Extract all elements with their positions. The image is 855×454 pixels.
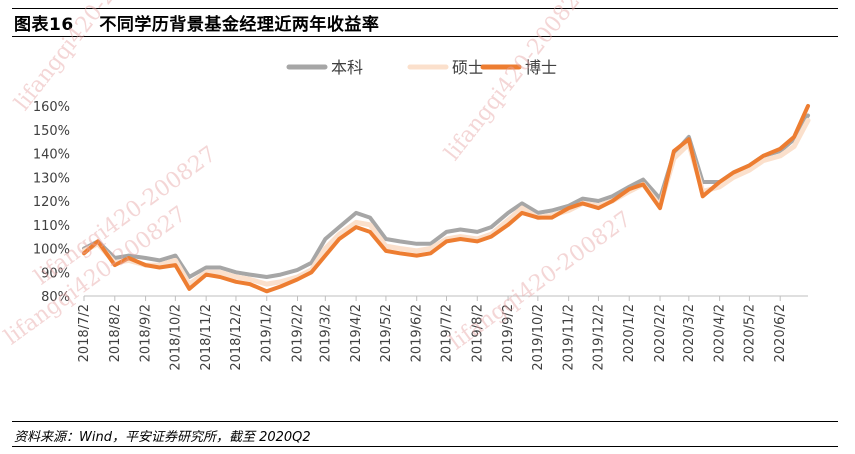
x-tick-label: 2018/12/2	[229, 304, 244, 371]
x-tick-label: 2018/8/2	[108, 304, 123, 362]
x-tick-label: 2018/9/2	[139, 304, 154, 362]
x-tick-label: 2019/1/2	[260, 304, 275, 362]
x-tick-label: 2019/9/2	[501, 304, 516, 362]
x-tick-label: 2019/11/2	[562, 304, 577, 371]
x-tick-label: 2019/10/2	[531, 304, 546, 371]
legend-label-3: 博士	[525, 58, 557, 77]
figure-title: 图表16 不同学历背景基金经理近两年收益率	[14, 15, 380, 35]
x-tick-label: 2019/3/2	[318, 304, 333, 362]
y-tick-label: 80%	[41, 290, 70, 305]
title-top-rule	[12, 8, 838, 9]
source-bottom-rule	[12, 446, 838, 447]
y-tick-label: 110%	[33, 219, 70, 234]
source-note: 资料来源：Wind，平安证券研究所，截至 2020Q2	[14, 430, 311, 445]
x-tick-label: 2018/11/2	[199, 304, 214, 371]
series-line-3	[82, 104, 810, 294]
x-tick-label: 2019/8/2	[470, 304, 485, 362]
y-tick-label: 120%	[33, 195, 70, 210]
y-tick-label: 130%	[33, 171, 70, 186]
source-top-rule	[12, 421, 838, 422]
x-tick-label: 2020/1/2	[622, 304, 637, 362]
x-tick-label: 2019/2/2	[291, 304, 306, 362]
y-tick-label: 150%	[33, 124, 70, 139]
y-tick-label: 90%	[41, 266, 70, 281]
y-tick-label: 160%	[33, 100, 70, 115]
x-tick-label: 2019/7/2	[439, 304, 454, 362]
x-tick-label: 2019/12/2	[591, 304, 606, 371]
x-tick-label: 2018/10/2	[168, 304, 183, 371]
x-tick-label: 2020/3/2	[682, 304, 697, 362]
x-tick-label: 2020/5/2	[742, 304, 757, 362]
x-tick-label: 2020/4/2	[713, 304, 728, 362]
title-bottom-rule	[12, 36, 838, 37]
series-line-1	[82, 113, 810, 279]
series-line-2	[81, 117, 811, 287]
x-tick-label: 2020/6/2	[773, 304, 788, 362]
y-tick-label: 100%	[33, 243, 70, 258]
x-tick-label: 2019/6/2	[410, 304, 425, 362]
x-tick-label: 2020/2/2	[653, 304, 668, 362]
x-tick-label: 2019/4/2	[349, 304, 364, 362]
legend-label-1: 本科	[331, 58, 363, 77]
legend-label-2: 硕士	[452, 58, 484, 77]
x-tick-label: 2019/5/2	[379, 304, 394, 362]
x-tick-label: 2018/7/2	[77, 304, 92, 362]
y-tick-label: 140%	[33, 148, 70, 163]
